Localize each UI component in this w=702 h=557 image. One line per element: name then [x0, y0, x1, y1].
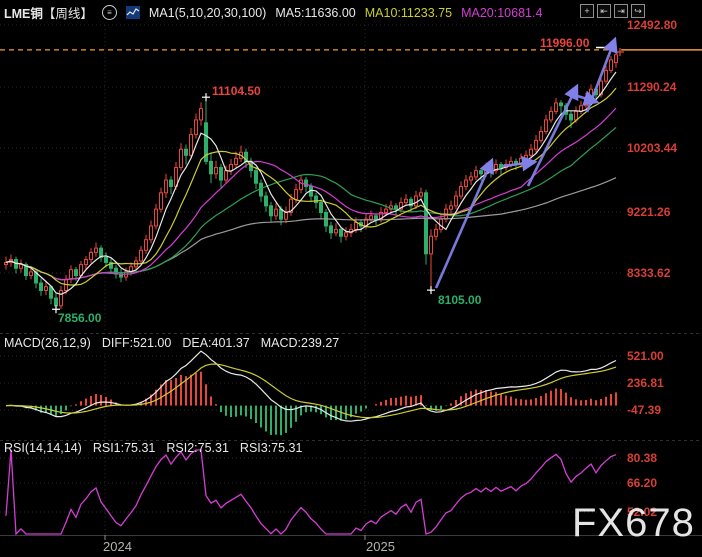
axis-tick-label: -47.39 [627, 403, 662, 417]
ma5-value: MA5:11636.00 [275, 5, 356, 20]
ma20-value: MA20:10681.4 [461, 5, 543, 20]
axis-tick-label: 8333.62 [627, 266, 671, 280]
period-label: 【周线】 [42, 7, 93, 21]
macd-value: MACD:239.27 [260, 336, 340, 350]
ma10-value: MA10:11233.75 [364, 5, 453, 20]
chart-type-icon[interactable] [125, 6, 140, 19]
rsi1-value: RSI1:75.31 [92, 441, 156, 455]
crash-low-label: 8105.00 [438, 293, 482, 307]
axis-tick-label: 80.38 [627, 451, 658, 465]
x-axis-scale-icon[interactable]: ⇥ [614, 4, 628, 18]
ma-indicator-name[interactable]: MA1(5,10,20,30,100) [148, 5, 267, 20]
jump-to-latest-icon[interactable]: ↪ [631, 4, 645, 18]
axis-tick-label: 10203.44 [627, 141, 678, 155]
axis-tick-label: 12492.80 [627, 18, 678, 32]
axis-tick-label: 9221.26 [627, 205, 671, 219]
watermark: FX678 [572, 501, 695, 545]
chart-toolbar: + ⇤ ⇥ ↪ [580, 4, 645, 18]
axis-tick-label: 236.81 [627, 376, 664, 390]
chart-header: LME铜【周线】 ≡ MA1(5,10,20,30,100) MA5:11636… [4, 3, 542, 22]
rsi-header: RSI(14,14,14) RSI1:75.31 RSI2:75.31 RSI3… [4, 441, 302, 455]
year-label-2025: 2025 [366, 539, 395, 554]
year-label-2024: 2024 [103, 539, 132, 554]
crosshair-icon[interactable]: + [580, 4, 594, 18]
axis-tick-label: 11290.24 [627, 80, 677, 94]
rsi3-value: RSI3:75.31 [239, 441, 303, 455]
symbol-name: LME铜【周线】 [4, 3, 93, 22]
axis-tick-label: 521.00 [627, 349, 664, 363]
axis-tick-label: 66.20 [627, 476, 658, 490]
macd-dea-value: DEA:401.37 [182, 336, 250, 350]
symbol: LME铜 [4, 7, 43, 21]
macd-diff-value: DIFF:521.00 [101, 336, 172, 350]
axis-tick-label: 52.02 [627, 505, 658, 519]
macd-title[interactable]: MACD(26,12,9) [4, 336, 91, 350]
peak-price-label: 11104.50 [212, 84, 261, 98]
y-axis-scale-icon[interactable]: ⇤ [597, 4, 611, 18]
rsi2-value: RSI2:75.31 [166, 441, 229, 455]
rsi-title[interactable]: RSI(14,14,14) [4, 441, 82, 455]
macd-header: MACD(26,12,9) DIFF:521.00 DEA:401.37 MAC… [4, 336, 339, 350]
low-price-label: 7856.00 [58, 311, 102, 325]
indicator-settings-icon[interactable]: ≡ [101, 5, 117, 20]
latest-high-label: 11996.00 [540, 36, 590, 50]
